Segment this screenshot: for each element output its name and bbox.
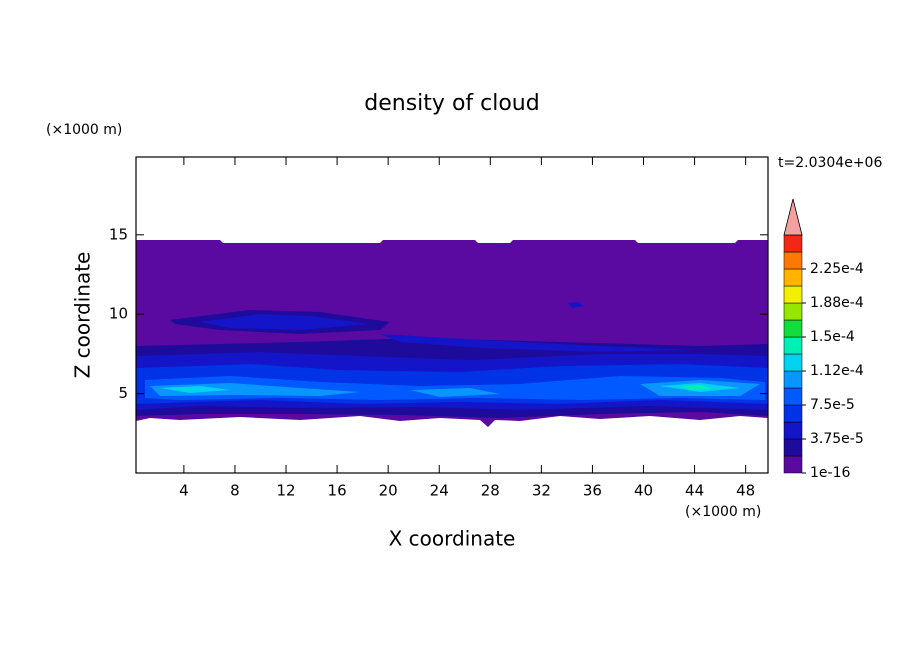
x-axis-label: X coordinate: [389, 527, 516, 551]
x-tick-label: 20: [379, 482, 398, 500]
contour-region: [200, 314, 370, 330]
y-tick-label: 10: [109, 305, 128, 323]
x-tick-label: 8: [230, 482, 240, 500]
colorbar-band: [783, 234, 803, 253]
colorbar-band: [783, 336, 803, 355]
colorbar-tick-label: 1e-16: [810, 465, 850, 481]
contour-region: [410, 388, 500, 397]
colorbar-band: [783, 302, 803, 321]
plot-frame: [135, 156, 769, 474]
chart-title: density of cloud: [364, 91, 539, 116]
colorbar-band: [783, 251, 803, 270]
contour-region: [150, 383, 360, 396]
colorbar-tick-label: 7.5e-5: [810, 397, 855, 413]
colorbar-band: [783, 370, 803, 389]
colorbar-band: [783, 404, 803, 423]
x-tick-label: 12: [276, 482, 295, 500]
x-tick-label: 24: [430, 482, 449, 500]
contour-region: [568, 302, 584, 308]
y-tick-label: 15: [109, 225, 128, 243]
colorbar-tick-label: 1.5e-4: [810, 329, 855, 345]
x-tick-label: 40: [634, 482, 653, 500]
x-unit: (×1000 m): [685, 504, 761, 520]
x-tick-label: 28: [481, 482, 500, 500]
colorbar-tick-label: 1.88e-4: [810, 295, 864, 311]
colorbar-band: [783, 455, 803, 474]
colorbar-band: [783, 438, 803, 457]
colorbar-tick-label: 3.75e-5: [810, 431, 864, 447]
x-tick-label: 36: [583, 482, 602, 500]
y-tick-label: 5: [118, 384, 128, 402]
contour-region: [380, 334, 700, 352]
contour-field: [136, 240, 768, 427]
contour-region: [160, 386, 230, 393]
colorbar-band: [783, 319, 803, 338]
y-unit: (×1000 m): [46, 122, 122, 138]
colorbar-band: [783, 421, 803, 440]
x-tick-label: 48: [736, 482, 755, 500]
colorbar-band: [783, 387, 803, 406]
colorbar-tick-label: 2.25e-4: [810, 261, 864, 277]
x-tick-label: 4: [179, 482, 189, 500]
contour-region: [680, 385, 712, 390]
colorbar-band: [783, 285, 803, 304]
colorbar-extend: [783, 198, 803, 236]
colorbar-band: [783, 268, 803, 287]
time-label: t=2.0304e+06: [778, 155, 882, 171]
x-tick-label: 44: [685, 482, 704, 500]
colorbar-band: [783, 353, 803, 372]
x-tick-label: 32: [532, 482, 551, 500]
colorbar-tick-label: 1.12e-4: [810, 363, 864, 379]
y-axis-label: Z coordinate: [71, 252, 95, 379]
x-tick-label: 16: [328, 482, 347, 500]
